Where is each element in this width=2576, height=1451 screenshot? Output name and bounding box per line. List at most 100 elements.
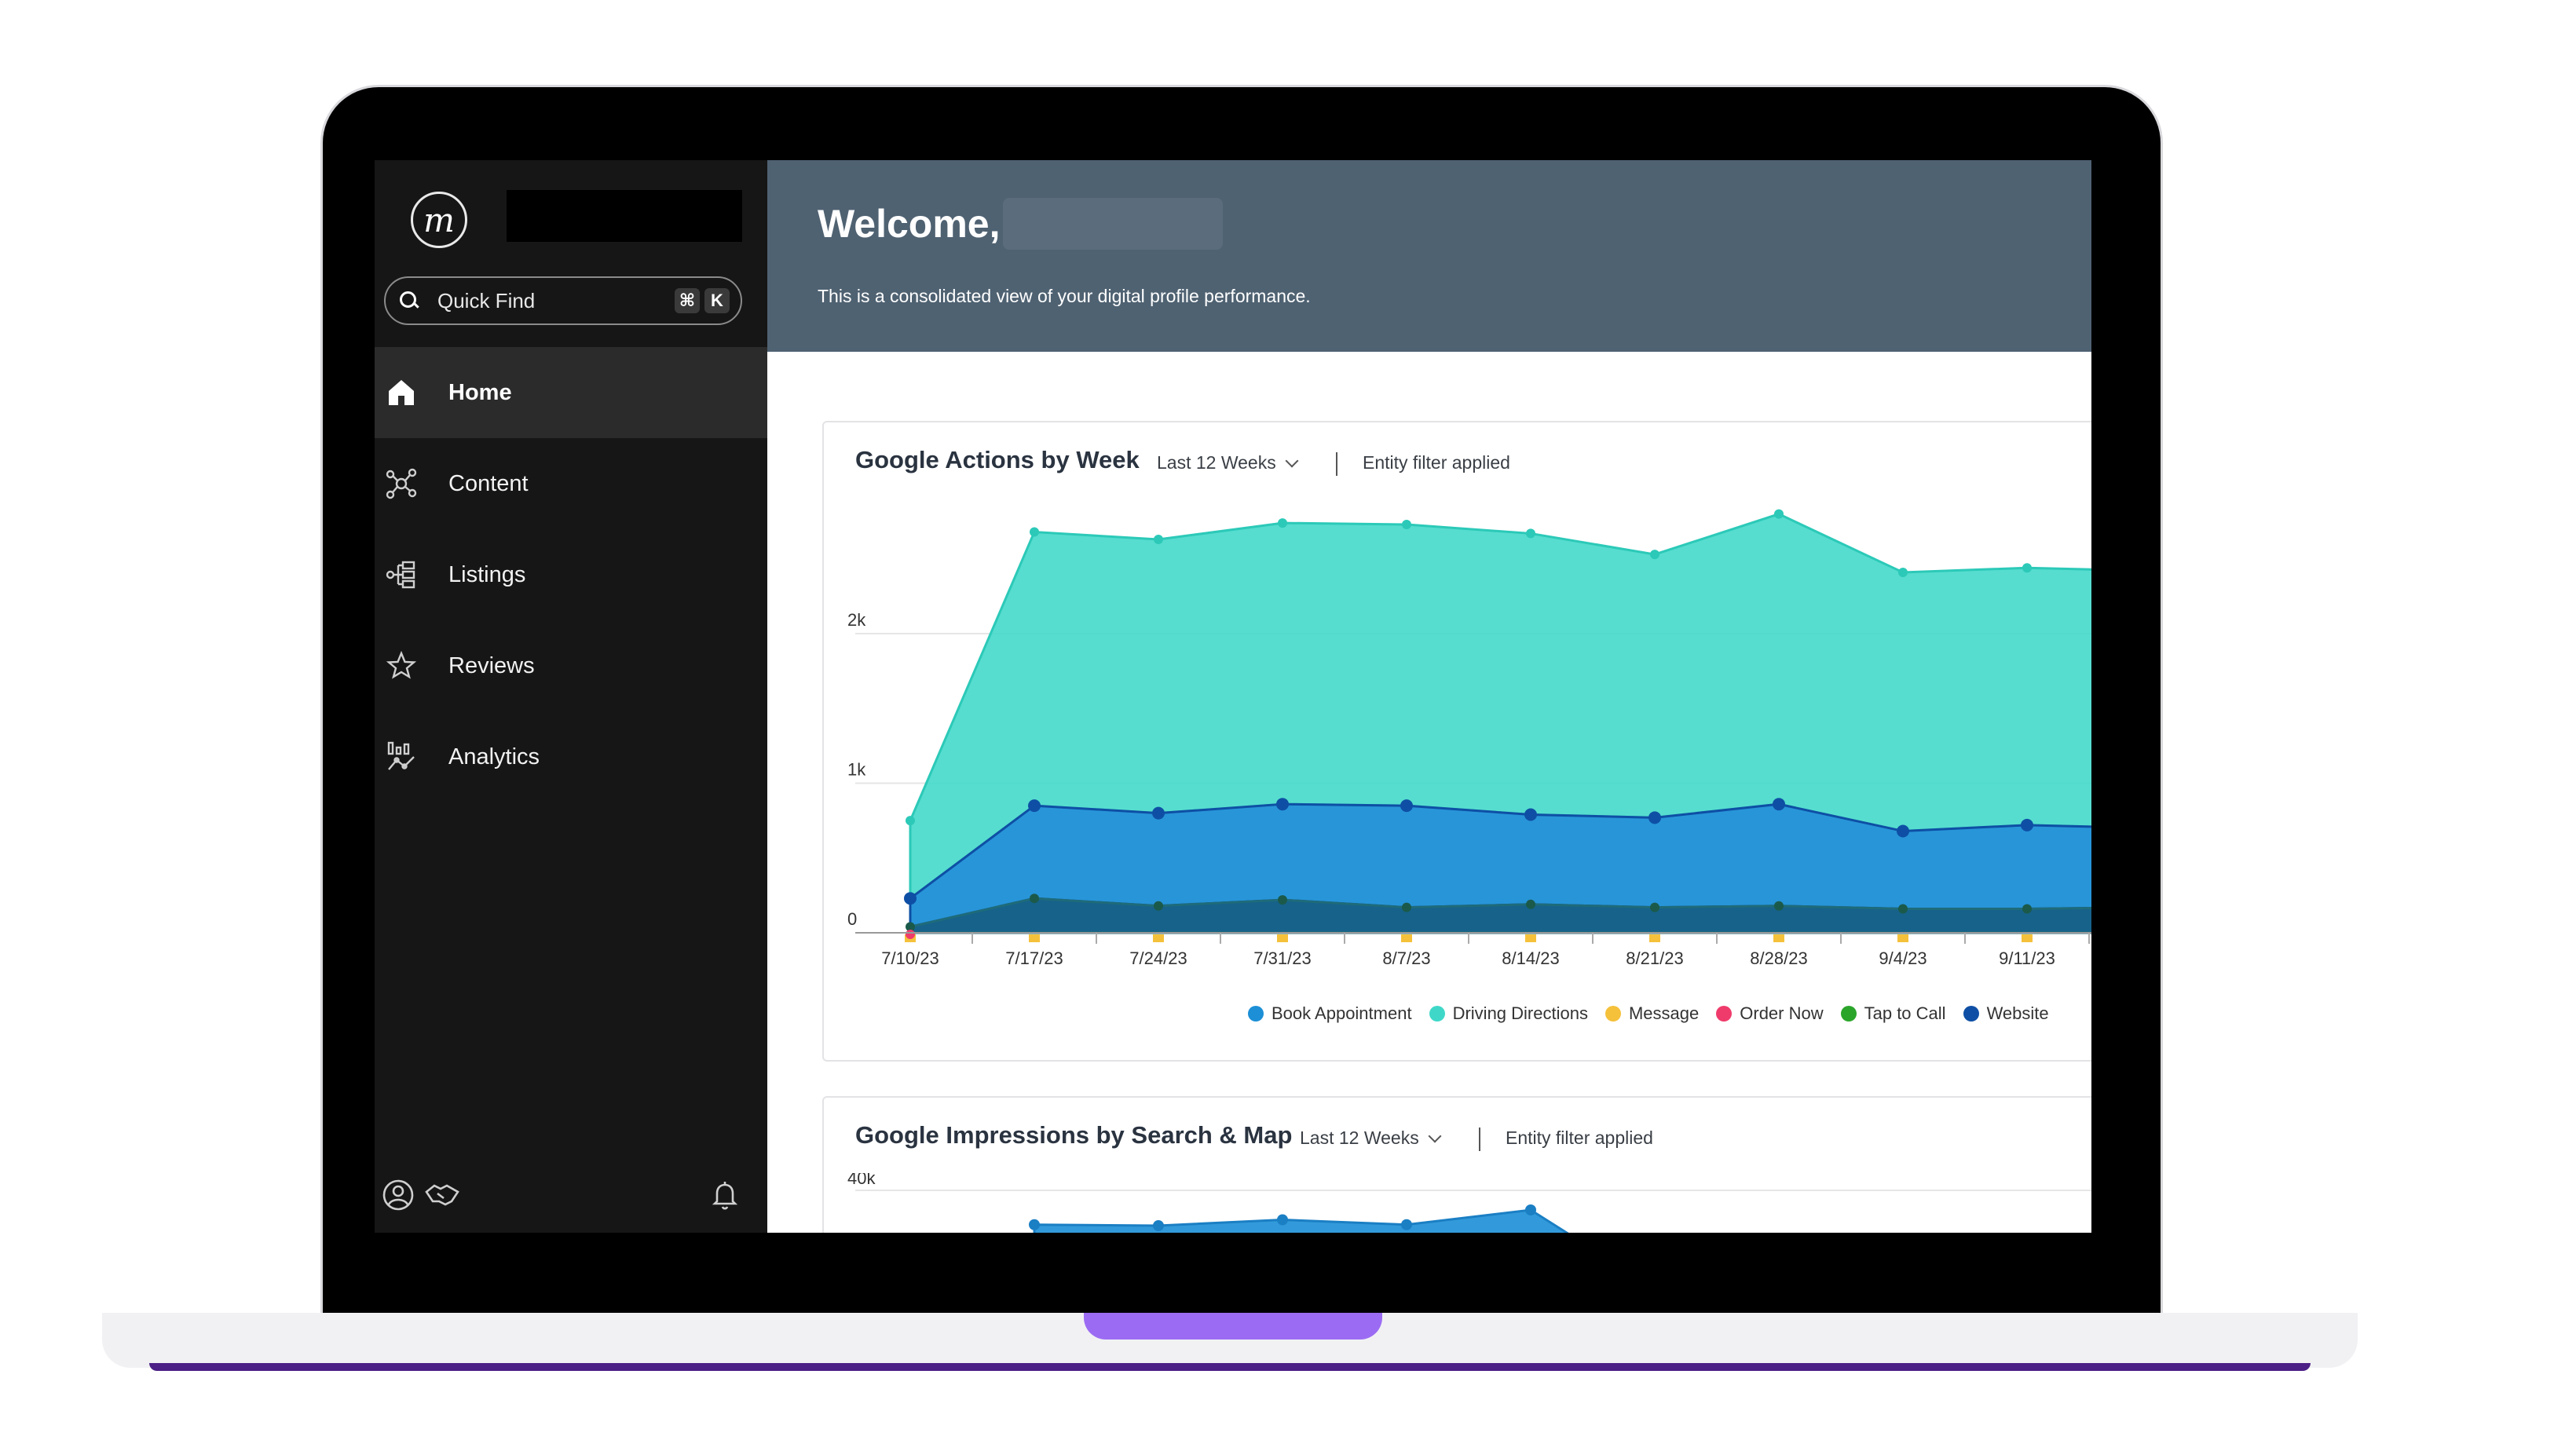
website-point [1897, 824, 1909, 838]
legend-swatch [1963, 1006, 1979, 1022]
x-tick-label: 8/28/23 [1750, 948, 1807, 968]
y-tick-label: 40k [847, 1173, 876, 1188]
entity-filter-status[interactable]: Entity filter applied [1506, 1128, 1653, 1148]
legend-swatch [1429, 1006, 1445, 1022]
legend-label: Book Appointment [1272, 1003, 1412, 1023]
tap-to-call-point [906, 922, 915, 932]
sidebar-item-label: Content [448, 470, 529, 496]
legend-item[interactable]: Website [1963, 1003, 2049, 1024]
driving-directions-point [1526, 528, 1535, 539]
app-screen: m Quick Find ⌘ K Home Content Listings [375, 160, 2091, 1233]
website-point [1773, 798, 1785, 811]
user-name-redacted [1003, 198, 1223, 250]
tap-to-call-point [1650, 902, 1659, 912]
chevron-down-icon [1428, 1129, 1442, 1142]
legend-swatch [1840, 1006, 1857, 1022]
x-tick-label: 7/10/23 [881, 948, 939, 968]
x-tick-label: 9/4/23 [1879, 948, 1927, 968]
entity-filter-status[interactable]: Entity filter applied [1363, 452, 1510, 473]
welcome-subtitle: This is a consolidated view of your digi… [818, 286, 1311, 306]
driving-directions-point [1402, 520, 1411, 529]
quick-find-label: Quick Find [437, 288, 536, 312]
website-point [1152, 806, 1165, 820]
handshake-icon[interactable] [423, 1178, 459, 1212]
brand-logo[interactable]: m [411, 192, 467, 248]
legend-label: Order Now [1740, 1003, 1824, 1023]
x-tick-label: 7/31/23 [1253, 948, 1311, 968]
message-marker [1897, 934, 1908, 942]
legend-swatch [1716, 1006, 1733, 1022]
tap-to-call-point [1278, 895, 1287, 905]
driving-directions-point [906, 816, 915, 826]
legend-item[interactable]: Book Appointment [1248, 1003, 1412, 1024]
tap-to-call-point [1154, 901, 1163, 911]
user-profile-icon[interactable] [381, 1178, 415, 1212]
actions-area-chart: 0 1k 2k 7/10/23 7/17/23 7/24/23 7/31/23 8/7/23 8… [847, 509, 2091, 968]
message-marker [1153, 934, 1164, 942]
quick-find-search[interactable]: Quick Find ⌘ K [384, 276, 742, 325]
legend-item[interactable]: Message [1605, 1003, 1699, 1024]
website-point [2021, 818, 2033, 831]
legend-item[interactable]: Tap to Call [1840, 1003, 1946, 1024]
x-tick-label: 7/24/23 [1129, 948, 1187, 968]
y-tick-label: 1k [847, 760, 866, 780]
impressions-point [1153, 1220, 1164, 1231]
tap-to-call-point [1526, 899, 1535, 909]
driving-directions-point [1898, 567, 1908, 577]
impressions-point [1525, 1204, 1536, 1215]
y-tick-label: 0 [847, 909, 857, 929]
impressions-point [1401, 1219, 1412, 1230]
legend-swatch [1605, 1006, 1621, 1022]
shortcut-key-k: K [704, 288, 730, 313]
bell-icon[interactable] [708, 1178, 742, 1212]
listings-icon [382, 556, 420, 594]
website-point [904, 892, 917, 905]
tap-to-call-point [1402, 902, 1411, 912]
sidebar-item-analytics[interactable]: Analytics [375, 711, 767, 802]
message-marker [1277, 934, 1288, 942]
date-range-select[interactable]: Last 12 Weeks [1300, 1128, 1442, 1149]
legend-label: Website [1986, 1003, 2049, 1023]
legend-label: Driving Directions [1452, 1003, 1588, 1023]
card-title: Google Impressions by Search & Map [855, 1121, 1293, 1149]
y-tick-label: 2k [847, 610, 866, 630]
date-range-label: Last 12 Weeks [1157, 452, 1276, 473]
website-point [1400, 799, 1413, 813]
legend-item[interactable]: Driving Directions [1429, 1003, 1588, 1024]
date-range-select[interactable]: Last 12 Weeks [1157, 452, 1299, 473]
legend-item[interactable]: Order Now [1716, 1003, 1824, 1024]
driving-directions-point [1154, 535, 1163, 545]
sidebar-item-reviews[interactable]: Reviews [375, 620, 767, 711]
x-tick-label: 9/11/23 [1999, 948, 2055, 968]
sidebar-item-home[interactable]: Home [375, 347, 767, 438]
date-range-label: Last 12 Weeks [1300, 1128, 1419, 1148]
search-icon [397, 289, 420, 312]
reviews-icon [382, 647, 420, 685]
x-tick-label: 8/7/23 [1382, 948, 1430, 968]
driving-directions-point [1278, 518, 1287, 528]
driving-directions-point [1650, 550, 1659, 560]
legend-label: Tap to Call [1864, 1003, 1946, 1023]
sidebar-footer [375, 1173, 767, 1220]
message-marker [1401, 934, 1412, 942]
divider [1479, 1128, 1480, 1151]
message-marker [2022, 934, 2033, 942]
website-point [1648, 811, 1661, 824]
main-content: Welcome, This is a consolidated view of … [767, 160, 2091, 1233]
sidebar-item-content[interactable]: Content [375, 438, 767, 529]
message-marker [1029, 934, 1040, 942]
message-marker [1773, 934, 1784, 942]
tap-to-call-point [1774, 901, 1784, 911]
driving-directions-point [1774, 509, 1784, 519]
impressions-area [1033, 1208, 1569, 1233]
google-actions-card: Google Actions by Week Last 12 Weeks Ent… [822, 421, 2091, 1062]
chart-legend: Book Appointment Driving Directions Mess… [1248, 1003, 2066, 1024]
legend-swatch [1248, 1006, 1264, 1022]
website-point [1276, 798, 1289, 811]
sidebar-item-label: Reviews [448, 652, 535, 678]
tap-to-call-point [1030, 894, 1039, 904]
sidebar-item-listings[interactable]: Listings [375, 529, 767, 620]
laptop-trackpad-notch [1084, 1313, 1382, 1340]
tap-to-call-point [1898, 904, 1908, 914]
sidebar-item-label: Listings [448, 561, 526, 587]
